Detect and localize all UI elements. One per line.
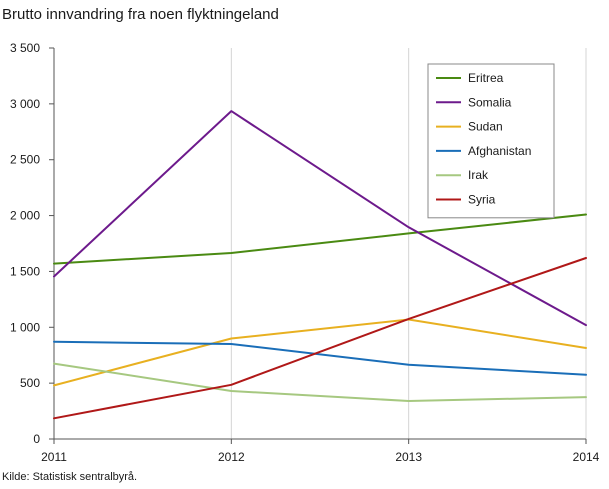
series-line-sudan (53, 318, 587, 387)
y-tick-label: 2 000 (10, 209, 40, 223)
y-tick-label: 500 (20, 376, 40, 390)
chart-title: Brutto innvandring fra noen flyktningela… (2, 6, 279, 23)
x-tick-label: 2014 (573, 450, 600, 464)
legend-label-syria: Syria (468, 193, 496, 207)
series-line-irak (53, 362, 587, 402)
x-tick-label: 2011 (41, 450, 67, 464)
series-line-syria (53, 257, 587, 420)
y-tick-label: 1 000 (10, 320, 40, 334)
series-line-somalia (53, 110, 587, 327)
chart-source: Kilde: Statistisk sentralbyrå. (2, 471, 138, 483)
y-tick-label: 1 500 (10, 264, 40, 278)
legend-label-eritrea: Eritrea (468, 71, 504, 85)
legend-label-somalia: Somalia (468, 95, 512, 109)
y-tick-label: 3 500 (10, 41, 40, 55)
series-line-eritrea (53, 213, 587, 265)
y-tick-label: 2 500 (10, 153, 40, 167)
y-tick-label: 0 (33, 432, 40, 446)
x-tick-label: 2013 (395, 450, 422, 464)
y-tick-label: 3 000 (10, 97, 40, 111)
series-line-afghanistan (53, 340, 587, 376)
legend-label-sudan: Sudan (468, 120, 503, 134)
x-tick-label: 2012 (218, 450, 245, 464)
legend-label-irak: Irak (468, 168, 489, 182)
legend (427, 63, 555, 219)
legend-label-afghanistan: Afghanistan (468, 144, 531, 158)
